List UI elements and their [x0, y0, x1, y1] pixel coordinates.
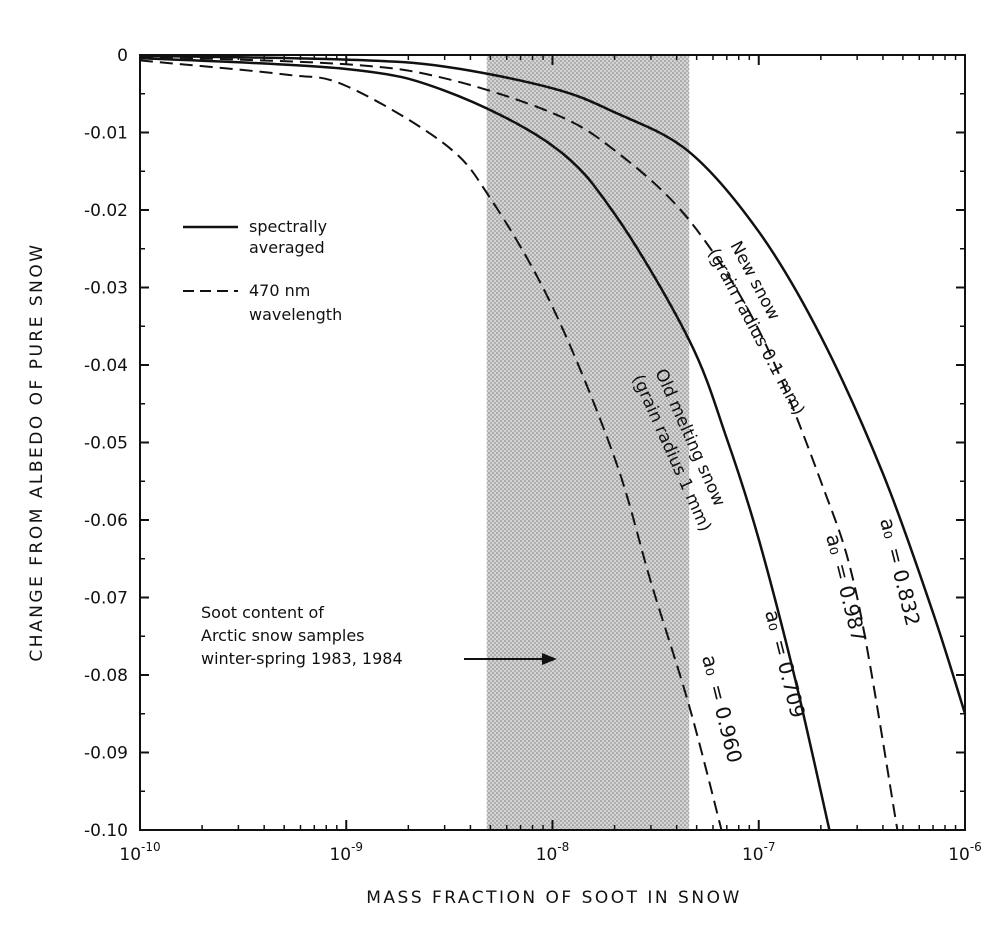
y-tick-label: -0.06 — [84, 511, 128, 531]
a0-label-0709: a₀ = 0.709 — [760, 607, 810, 720]
soot-content-annotation: Soot content of Arctic snow samples wint… — [201, 603, 557, 668]
a0-symbol-0960: a₀ — [697, 652, 725, 677]
legend-dashed-label-line2: wavelength — [249, 305, 342, 324]
curve-new-snow-solid — [139, 54, 967, 715]
annotation-arrowhead — [542, 653, 557, 665]
y-tick-label: -0.01 — [84, 124, 128, 144]
legend-dashed-label-line1: 470 nm — [249, 281, 310, 300]
a0-symbol-0832: a₀ — [875, 515, 903, 540]
a0-value-0709: = 0.709 — [767, 637, 810, 721]
a0-symbol-0987: a₀ — [821, 531, 849, 556]
legend-solid-label-line2: averaged — [249, 238, 325, 257]
y-tick-label: -0.02 — [84, 201, 128, 221]
y-tick-label: -0.07 — [84, 589, 128, 609]
x-tick-label: 10-7 — [742, 840, 776, 865]
x-axis-title: MASS FRACTION OF SOOT IN SNOW — [366, 888, 742, 908]
y-tick-label: 0 — [117, 46, 128, 66]
a0-symbol-0709: a₀ — [760, 607, 788, 632]
x-tick-label: 10-9 — [329, 840, 363, 865]
series-group — [139, 54, 967, 831]
legend-solid-label-line1: spectrally — [249, 217, 327, 236]
new-snow-label: New snow (grain radius 0.1 mm) — [703, 238, 808, 419]
a0-label-0987: a₀ = 0.987 — [821, 531, 871, 644]
y-tick-label: -0.04 — [84, 356, 128, 376]
annotation-line1: Soot content of — [201, 603, 324, 622]
y-axis-title: CHANGE FROM ALBEDO OF PURE SNOW — [27, 242, 47, 661]
a0-label-0832: a₀ = 0.832 — [875, 515, 925, 628]
a0-value-0832: = 0.832 — [882, 545, 925, 629]
y-tick-label: -0.03 — [84, 279, 128, 299]
a0-label-0960: a₀ = 0.960 — [697, 652, 747, 765]
y-tick-label: -0.05 — [84, 434, 128, 454]
legend: spectrally averaged 470 nm wavelength — [183, 217, 342, 324]
x-tick-label: 10-10 — [119, 840, 160, 865]
curve-old-snow-solid — [139, 56, 831, 831]
axis-ticks: 0 -0.01 -0.02 -0.03 -0.04 -0.05 -0.06 -0.07 -0.0… — [84, 46, 982, 865]
curve-old-snow-dashed — [139, 59, 723, 831]
x-tick-label: 10-6 — [948, 840, 982, 865]
annotation-line3: winter-spring 1983, 1984 — [201, 649, 403, 668]
curve-new-snow-dashed — [139, 55, 899, 831]
a0-value-0987: = 0.987 — [828, 561, 871, 645]
a0-value-0960: = 0.960 — [704, 682, 747, 766]
y-tick-label: -0.08 — [84, 666, 128, 686]
y-tick-label: -0.09 — [84, 744, 128, 764]
annotation-line2: Arctic snow samples — [201, 626, 365, 645]
x-tick-label: 10-8 — [536, 840, 570, 865]
y-tick-label: -0.10 — [84, 821, 128, 841]
